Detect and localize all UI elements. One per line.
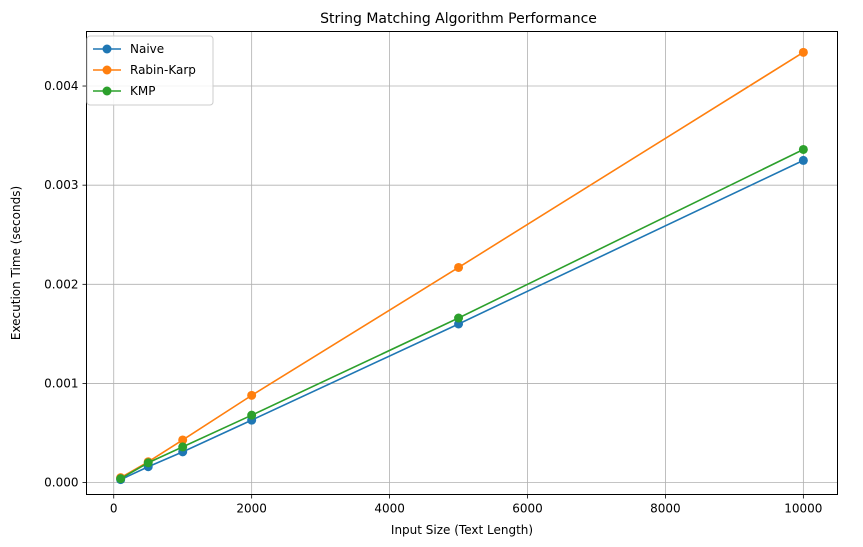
legend-marker-rabin-karp — [102, 65, 112, 75]
data-point-kmp — [247, 410, 257, 420]
x-tick-label: 0 — [110, 502, 118, 516]
data-point-rabin-karp — [798, 47, 808, 57]
data-point-kmp — [143, 458, 153, 468]
plot-frame — [86, 31, 838, 495]
grid — [86, 31, 838, 495]
legend-label-naive: Naive — [130, 42, 164, 56]
data-point-rabin-karp — [247, 390, 257, 400]
series-line-rabin-karp — [120, 51, 804, 479]
series-line-kmp — [120, 148, 804, 480]
y-tick-label: 0.002 — [44, 277, 78, 291]
y-tick-label: 0.004 — [44, 79, 78, 93]
data-point-rabin-karp — [454, 262, 464, 272]
data-point-kmp — [116, 474, 126, 484]
y-tick-label: 0.000 — [44, 476, 78, 490]
series-lines — [116, 47, 808, 485]
y-axis-label: Execution Time (seconds) — [9, 186, 23, 340]
data-point-kmp — [798, 144, 808, 154]
legend-box — [86, 35, 214, 106]
x-tick-label: 6000 — [512, 502, 543, 516]
y-tick-label: 0.001 — [44, 376, 78, 390]
axis-ticks: 0 2000 4000 6000 8000 10000 0.000 0.001 0.002 0.0… — [44, 79, 822, 515]
series-line-naive — [120, 159, 804, 481]
x-tick-label: 2000 — [236, 502, 267, 516]
x-axis-label: Input Size (Text Length) — [391, 523, 533, 537]
data-point-rabin-karp — [178, 435, 188, 445]
legend-marker-kmp — [102, 86, 112, 96]
x-tick-label: 8000 — [650, 502, 681, 516]
legend-label-kmp: KMP — [130, 84, 155, 98]
data-point-kmp — [454, 313, 464, 323]
x-tick-label: 4000 — [374, 502, 405, 516]
y-tick-label: 0.003 — [44, 178, 78, 192]
data-point-kmp — [178, 442, 188, 452]
legend-marker-naive — [102, 44, 112, 54]
data-point-naive — [798, 155, 808, 165]
legend-label-rabin-karp: Rabin-Karp — [130, 63, 196, 77]
x-tick-label: 10000 — [784, 502, 822, 516]
chart-title: String Matching Algorithm Performance — [320, 11, 597, 27]
legend: Naive Rabin-Karp KMP — [86, 35, 214, 106]
